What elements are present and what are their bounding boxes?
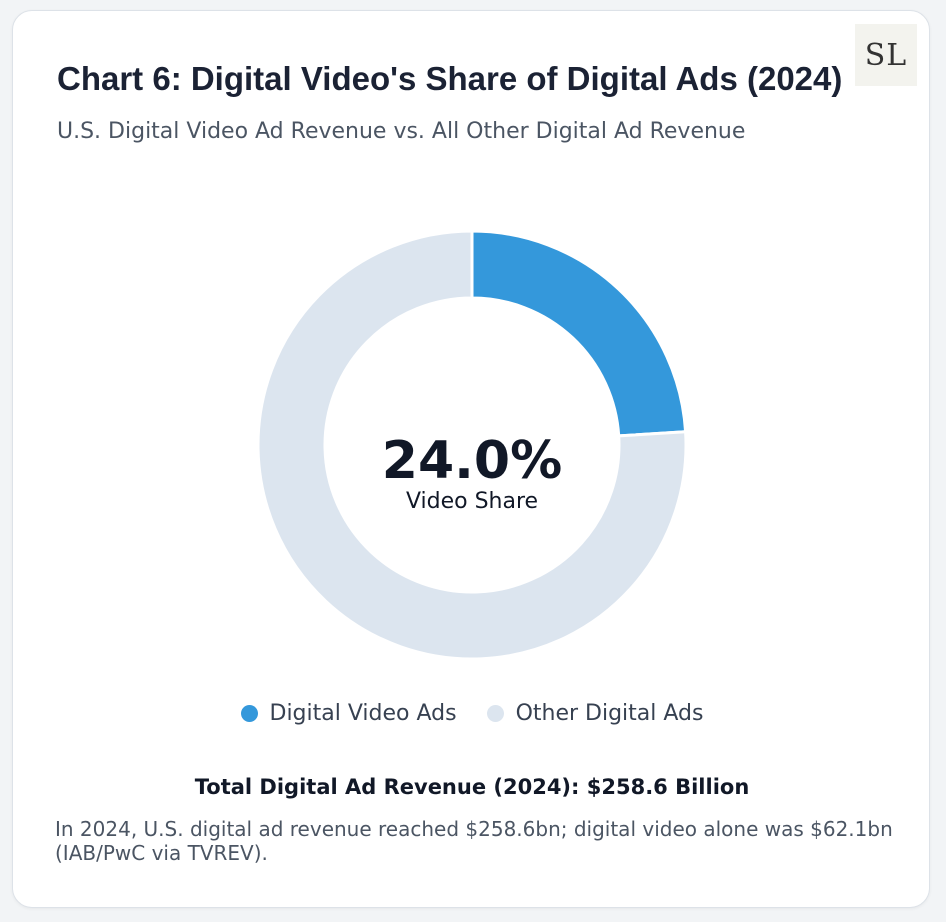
chart-legend: Digital Video Ads Other Digital Ads <box>13 701 931 726</box>
chart-subtitle: U.S. Digital Video Ad Revenue vs. All Ot… <box>57 119 746 144</box>
chart-title: Chart 6: Digital Video's Share of Digita… <box>57 60 843 97</box>
legend-swatch <box>486 705 504 722</box>
donut-chart: 24.0% Video Share <box>256 229 688 661</box>
legend-item-other-digital-ads[interactable]: Other Digital Ads <box>486 701 704 726</box>
center-value: 24.0% <box>382 431 562 491</box>
donut-slice-other-digital-ads[interactable] <box>256 229 688 661</box>
legend-swatch <box>240 705 258 722</box>
donut-slice-digital-video-ads[interactable] <box>470 229 688 438</box>
total-revenue-text: Total Digital Ad Revenue (2024): $258.6 … <box>194 775 750 799</box>
logo-text: SL <box>864 37 908 73</box>
chart-note: In 2024, U.S. digital ad revenue reached… <box>55 817 893 865</box>
chart-card: Chart 6: Digital Video's Share of Digita… <box>12 10 930 908</box>
center-label: Video Share <box>406 489 538 514</box>
brand-logo: SL <box>855 24 917 86</box>
legend-item-digital-video-ads[interactable]: Digital Video Ads <box>240 701 457 726</box>
legend-label: Other Digital Ads <box>515 701 704 726</box>
legend-label: Digital Video Ads <box>269 701 457 726</box>
donut-slices <box>256 229 688 661</box>
